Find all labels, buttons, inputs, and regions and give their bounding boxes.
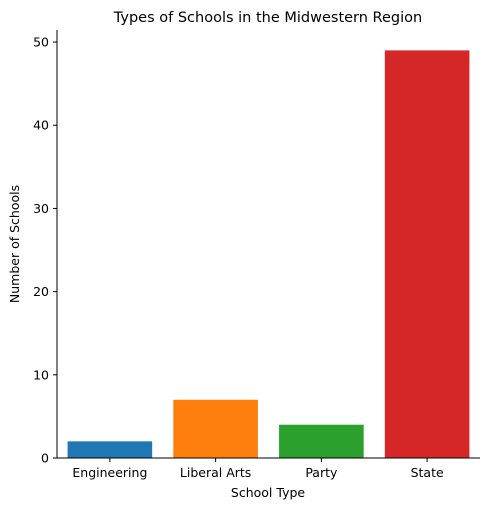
- y-tick-label: 40: [33, 118, 49, 133]
- bar-liberal-arts: [173, 399, 258, 458]
- y-tick-label: 50: [33, 35, 49, 50]
- y-ticks: 0 10 20 30 40 50: [33, 35, 57, 466]
- y-tick-label: 30: [33, 201, 49, 216]
- y-tick-label: 0: [41, 451, 49, 466]
- bar-state: [384, 50, 470, 458]
- x-tick-label: Engineering: [72, 465, 147, 480]
- chart-title: Types of Schools in the Midwestern Regio…: [113, 10, 422, 26]
- x-tick-label: State: [411, 465, 444, 480]
- x-ticks: Engineering Liberal Arts Party State: [72, 458, 444, 480]
- y-tick-label: 20: [33, 284, 49, 299]
- bar-engineering: [67, 441, 153, 458]
- x-tick-label: Liberal Arts: [180, 465, 251, 480]
- bar-party: [279, 424, 364, 458]
- y-axis-label: Number of Schools: [7, 185, 22, 303]
- y-tick-label: 10: [33, 367, 49, 382]
- bars-layer: [67, 50, 470, 458]
- x-tick-label: Party: [305, 465, 338, 480]
- x-axis-label: School Type: [231, 485, 305, 500]
